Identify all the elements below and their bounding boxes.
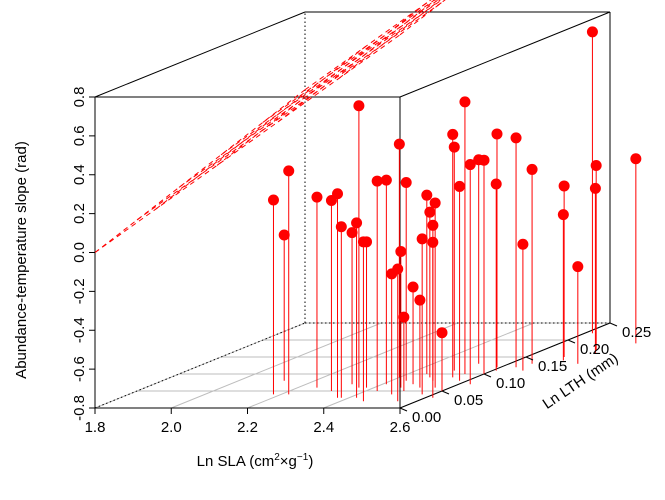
box-edge	[94, 11, 306, 98]
data-point	[510, 132, 522, 144]
data-point	[517, 238, 529, 250]
z-axis-ticks: -0.8 -0.6 -0.4 -0.2 0.0 0.2 0.4 0.6 0.8	[71, 87, 95, 421]
data-point	[283, 165, 295, 177]
y-tick-label: 0.15	[538, 358, 567, 375]
x-axis-title: Ln SLA (cm2×g−1)	[196, 452, 314, 470]
y-tick-mark	[525, 356, 534, 361]
data-point	[392, 263, 404, 275]
data-point	[558, 180, 570, 192]
data-point	[380, 174, 392, 186]
y-tick-label: 0.10	[496, 375, 525, 392]
y-tick-label: 0.05	[454, 392, 483, 409]
regression-plane	[94, 0, 446, 253]
plane-line	[155, 45, 367, 210]
data-point	[424, 206, 436, 218]
data-point	[491, 128, 503, 140]
data-point	[590, 160, 602, 172]
data-point	[473, 154, 485, 166]
data-points	[267, 26, 642, 339]
data-point	[586, 26, 598, 38]
data-point	[351, 217, 363, 229]
data-point	[371, 175, 383, 187]
data-point	[267, 194, 279, 206]
y-tick-mark	[441, 390, 450, 395]
data-point	[464, 159, 476, 171]
data-point	[407, 281, 419, 293]
data-point	[278, 229, 290, 241]
data-point	[557, 209, 569, 221]
x-axis-title-text: Ln SLA	[196, 453, 246, 470]
box-edge	[399, 322, 611, 409]
x-tick-label: 2.4	[313, 419, 334, 436]
z-tick-label: -0.4	[71, 317, 88, 343]
z-tick-label: 0.2	[71, 203, 88, 224]
box-edge-hidden	[94, 322, 306, 409]
data-point	[311, 191, 323, 203]
data-point	[421, 189, 433, 201]
data-point	[400, 177, 412, 189]
data-point	[353, 100, 365, 112]
x-tick-label: 2.0	[161, 419, 182, 436]
data-point	[448, 141, 460, 153]
data-point	[332, 188, 344, 200]
z-axis-title: Abundance-temperature slope (rad)	[13, 141, 30, 379]
z-tick-label: -0.2	[71, 278, 88, 304]
floor-grid-line-x	[171, 322, 382, 409]
data-point	[526, 163, 538, 175]
data-point	[395, 246, 407, 258]
data-point	[357, 236, 369, 248]
data-point	[427, 219, 439, 231]
z-tick-label: 0.8	[71, 87, 88, 108]
box-edge	[399, 11, 611, 98]
z-tick-label: 0.6	[71, 125, 88, 146]
plane-line	[399, 0, 446, 36]
plane-line	[277, 0, 437, 123]
data-point	[436, 327, 448, 339]
y-tick-label: 0.20	[580, 341, 609, 358]
z-tick-label: 0.4	[71, 164, 88, 185]
data-point	[427, 236, 439, 248]
data-point	[490, 178, 502, 190]
z-tick-label: 0.0	[71, 242, 88, 263]
y-tick-label: 0.00	[412, 409, 441, 426]
data-point	[572, 261, 584, 273]
plane-line	[136, 1, 443, 221]
y-tick-label: 0.25	[622, 324, 651, 341]
data-point	[346, 227, 358, 239]
data-point	[335, 221, 347, 233]
x-tick-label: 2.2	[237, 419, 258, 436]
data-point	[589, 182, 601, 194]
z-tick-label: -0.8	[71, 395, 88, 421]
data-point	[416, 233, 428, 245]
plane-line	[304, 0, 432, 91]
data-point	[454, 180, 466, 192]
z-tick-label: -0.6	[71, 356, 88, 382]
data-point	[630, 153, 642, 165]
data-point	[398, 311, 410, 323]
data-point	[459, 96, 471, 108]
data-point	[393, 138, 405, 150]
y-tick-mark	[609, 322, 618, 327]
data-point	[447, 128, 459, 140]
x-tick-label: 1.8	[85, 419, 106, 436]
data-point	[429, 197, 441, 209]
floor-grid-line-x	[323, 322, 534, 409]
y-tick-mark	[483, 373, 492, 378]
data-point	[414, 294, 426, 306]
y-tick-mark	[399, 407, 408, 412]
plane-line	[220, 0, 439, 156]
x-tick-label: 2.6	[390, 419, 411, 436]
y-axis-ticks: 0.00 0.05 0.10 0.15 0.20 0.25	[399, 322, 651, 426]
x-axis-ticks: 1.8 2.0 2.2 2.4 2.6	[85, 408, 411, 436]
y-tick-mark	[567, 339, 576, 344]
